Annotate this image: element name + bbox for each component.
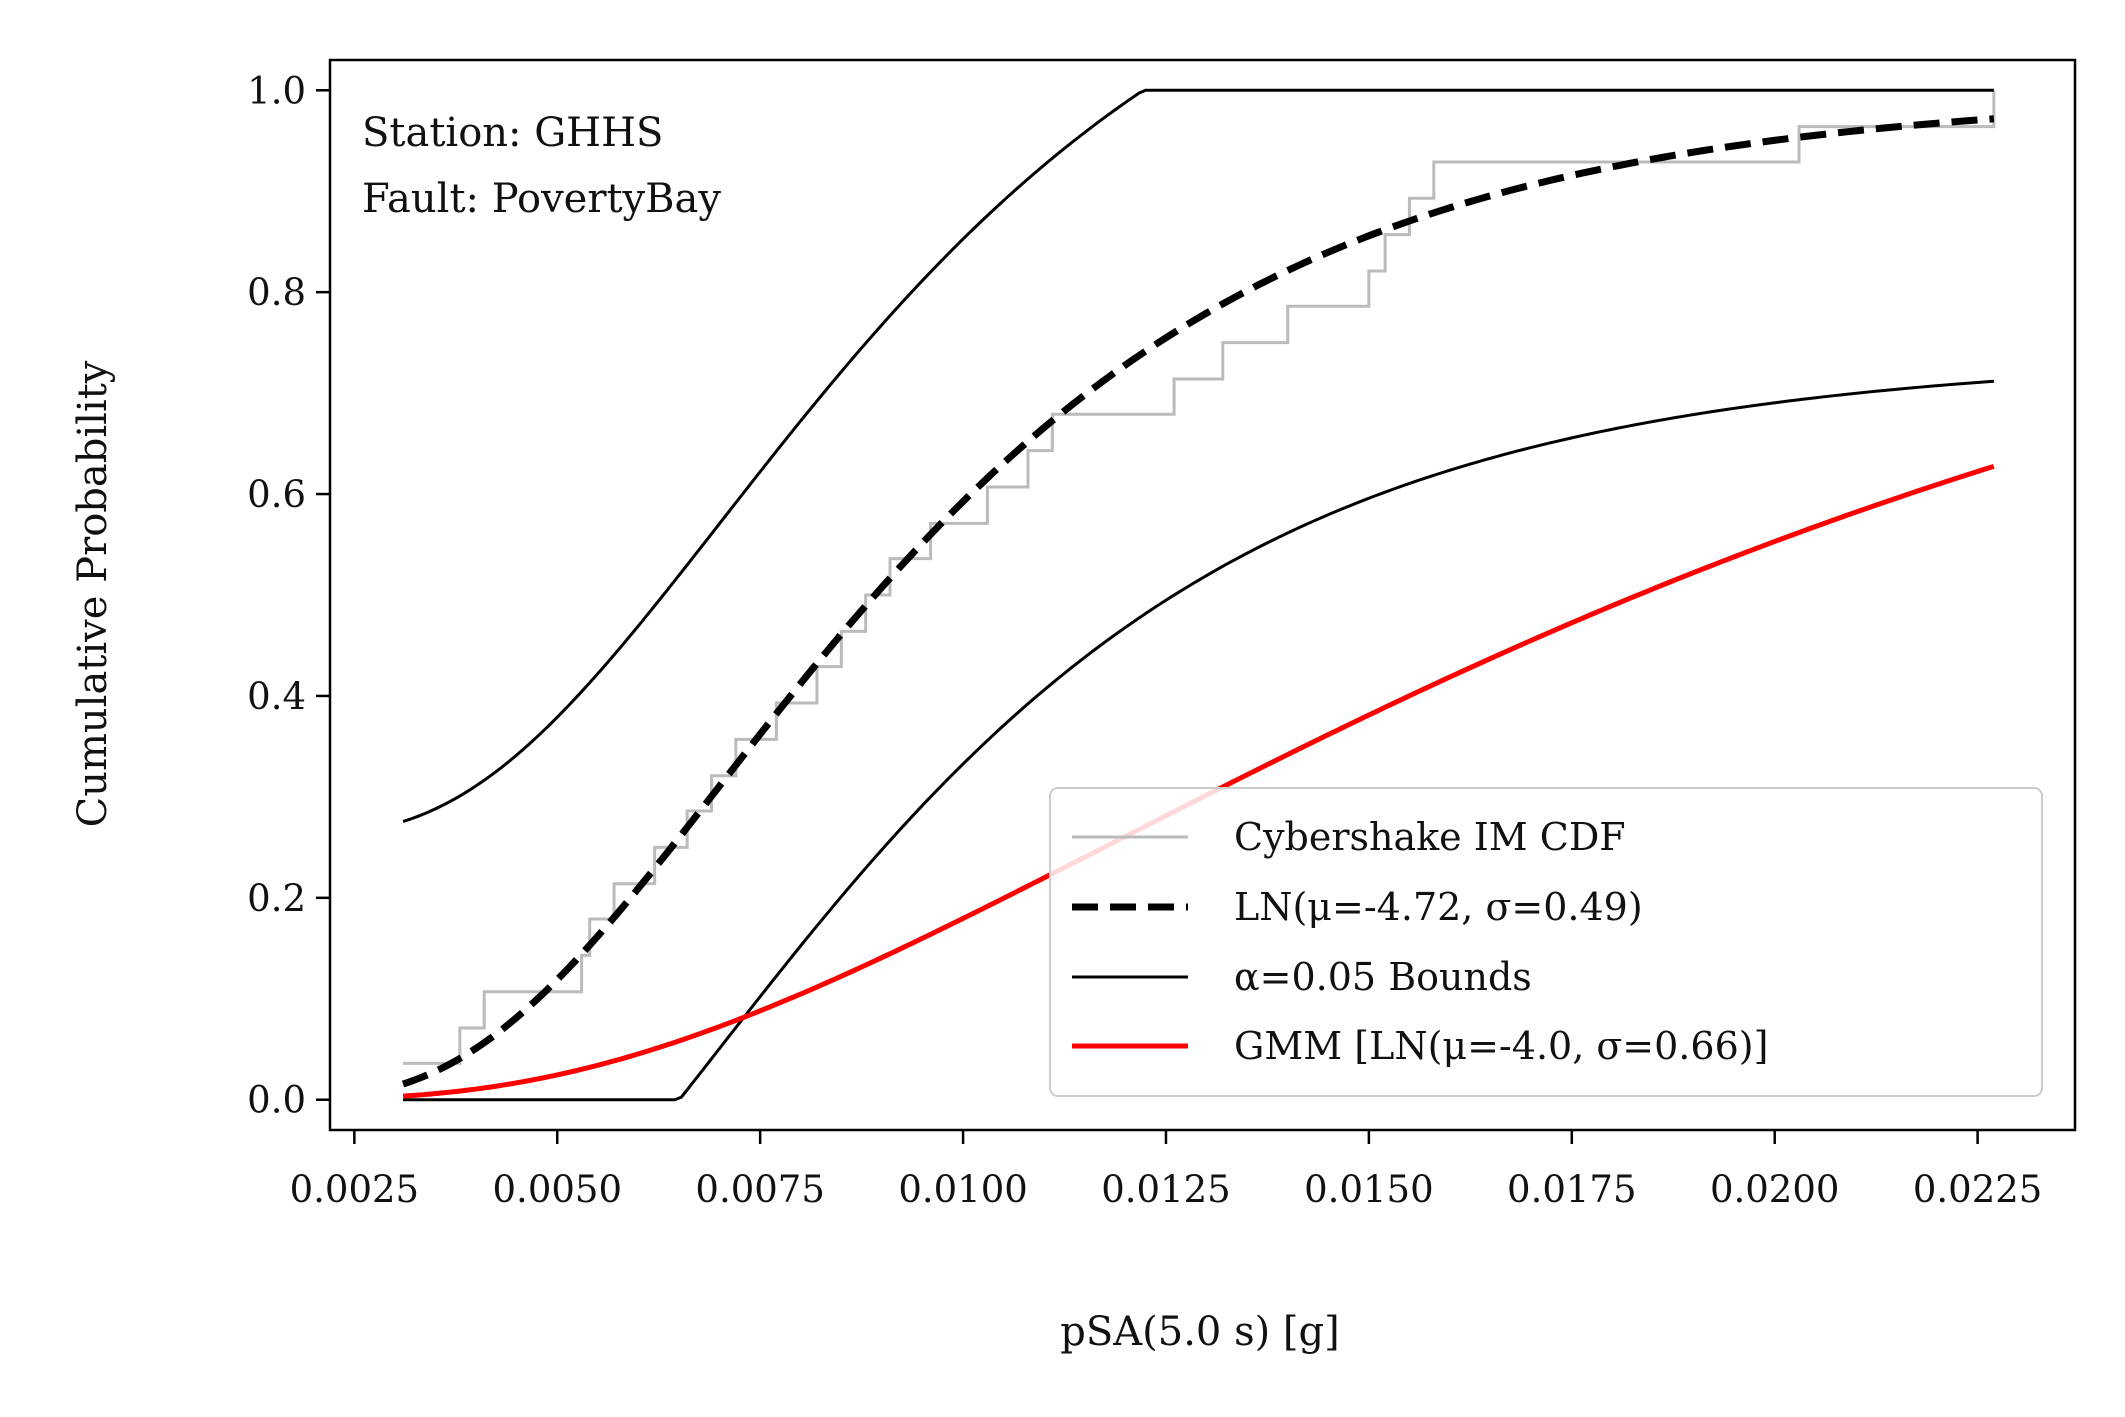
x-tick-label: 0.0125 [1101,1168,1230,1211]
x-tick-label: 0.0050 [493,1168,622,1211]
x-tick-label: 0.0225 [1913,1168,2042,1211]
legend-label-cybershake: Cybershake IM CDF [1234,815,1626,859]
fault-annotation: Fault: PovertyBay [362,176,721,222]
y-tick-label: 0.0 [247,1079,306,1122]
x-axis-label: pSA(5.0 s) [g] [1060,1309,1340,1355]
legend-box [1049,787,2043,1097]
x-tick-label: 0.0175 [1507,1168,1636,1211]
y-axis-ticks: 0.0 0.2 0.4 0.6 0.8 1.0 [247,69,330,1122]
legend-label-bounds: α=0.05 Bounds [1234,955,1532,999]
x-tick-label: 0.0200 [1710,1168,1839,1211]
station-annotation: Station: GHHS [362,110,663,156]
y-tick-label: 0.6 [247,473,306,516]
x-tick-label: 0.0150 [1304,1168,1433,1211]
y-tick-label: 0.2 [247,877,306,920]
x-axis-ticks: 0.0025 0.0050 0.0075 0.0100 0.0125 0.0150 0.01… [290,1130,2042,1211]
x-tick-label: 0.0075 [695,1168,824,1211]
y-tick-label: 0.8 [247,271,306,314]
series-lower-bound [403,379,1994,1102]
legend-label-ln-fit: LN(μ=-4.72, σ=0.49) [1234,885,1643,929]
y-tick-label: 0.4 [247,675,306,718]
series-ln-fit [401,115,1995,1088]
legend-label-gmm: GMM [LN(μ=-4.0, σ=0.66)] [1234,1024,1768,1068]
plot-frame [328,58,2077,1132]
x-tick-label: 0.0100 [898,1168,1027,1211]
y-tick-label: 1.0 [247,69,306,112]
x-tick-label: 0.0025 [290,1168,419,1211]
legend: Cybershake IM CDF LN(μ=-4.72, σ=0.49) α=… [1049,787,2043,1097]
series-upper-bound [402,88,1994,823]
y-axis-label: Cumulative Probability [70,360,116,827]
